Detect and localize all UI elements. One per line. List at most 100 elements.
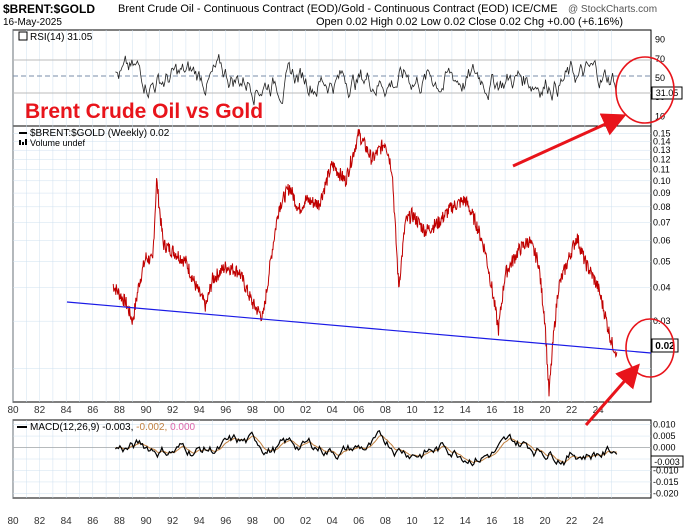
price-tick-label: 0.14 (653, 137, 671, 147)
x-tick-label: 12 (433, 405, 445, 416)
x-tick-label: 24 (593, 516, 605, 527)
rsi-tick-label: 90 (655, 35, 665, 45)
rsi-tick-label: 70 (655, 54, 665, 64)
price-tick-label: 0.04 (653, 283, 671, 293)
x-tick-label: 84 (61, 516, 73, 527)
macd-legend: MACD(12,26,9) -0.003, -0.002, 0.000 (17, 422, 196, 433)
macd-tick-label: -0.010 (653, 465, 679, 475)
rsi-legend: RSI(14) 31.05 (18, 31, 93, 43)
x-tick-label: 92 (167, 405, 179, 416)
x-tick-label: 04 (327, 405, 339, 416)
rsi-legend-text: RSI(14) 31.05 (30, 32, 93, 43)
macd-tick-label: 0.010 (653, 420, 676, 430)
price-legend-text: $BRENT:$GOLD (Weekly) 0.02 (30, 128, 170, 139)
price-series (112, 129, 618, 397)
price-tick-label: 0.05 (653, 257, 671, 267)
rsi-series (115, 54, 618, 106)
rsi-tick-label: 50 (655, 73, 665, 83)
ohlc-readout: Open 0.02 High 0.02 Low 0.02 Close 0.02 … (316, 16, 623, 28)
x-tick-label: 80 (7, 405, 19, 416)
price-tick-label: 0.09 (653, 188, 671, 198)
price-tick-label: 0.06 (653, 235, 671, 245)
symbol-title: $BRENT:$GOLD (3, 2, 96, 16)
arrow-to-price (584, 363, 640, 426)
macd-tick-label: 0.000 (653, 443, 676, 453)
x-tick-label: 00 (273, 405, 285, 416)
x-tick-label: 14 (460, 405, 472, 416)
x-axis-price: 80 82 84 86 88 90 92 94 96 98 00 02 04 06 08 10 12 14 16 18… (7, 405, 604, 416)
svg-text:0.02: 0.02 (655, 341, 675, 352)
x-tick-label: 82 (34, 405, 46, 416)
price-tick-label: 0.11 (653, 165, 670, 175)
x-tick-label: 90 (140, 516, 152, 527)
x-tick-label: 10 (406, 405, 418, 416)
x-tick-label: 06 (353, 405, 365, 416)
x-tick-label: 82 (34, 516, 46, 527)
arrow-to-rsi (512, 113, 627, 168)
x-tick-label: 18 (513, 405, 525, 416)
svg-text:-0.003: -0.003 (654, 457, 680, 467)
macd-tick-label: -0.020 (653, 488, 679, 498)
x-tick-label: 98 (247, 405, 259, 416)
instrument-description: Brent Crude Oil - Continuous Contract (E… (118, 3, 558, 15)
volume-legend-text: Volume undef (30, 138, 86, 148)
x-tick-label: 02 (300, 405, 312, 416)
chart-date: 16-May-2025 (3, 17, 62, 28)
x-tick-label: 94 (194, 405, 206, 416)
x-tick-label: 10 (406, 516, 418, 527)
price-legend: $BRENT:$GOLD (Weekly) 0.02 Volume undef (19, 128, 170, 148)
chart-header: $BRENT:$GOLD Brent Crude Oil - Continuou… (0, 0, 700, 34)
x-tick-label: 12 (433, 516, 445, 527)
price-tick-label: 0.10 (653, 176, 671, 186)
x-tick-label: 16 (486, 405, 498, 416)
rsi-last-badge: 31.05 (651, 86, 683, 100)
rsi-tick-label: 10 (655, 111, 665, 121)
x-tick-label: 14 (460, 516, 472, 527)
svg-text:31.05: 31.05 (656, 88, 679, 98)
x-tick-label: 94 (194, 516, 206, 527)
price-line (112, 129, 618, 397)
support-trendline (66, 301, 652, 354)
x-axis-macd: 80 82 84 86 88 90 92 94 96 98 00 02 04 06 08 10 12 14 16 18… (7, 516, 604, 527)
price-last-badge: 0.02 (651, 338, 679, 353)
x-tick-label: 96 (220, 405, 232, 416)
grid-lines (12, 30, 651, 498)
x-tick-label: 04 (327, 516, 339, 527)
macd-legend-signal: -0.002, (136, 422, 167, 433)
x-tick-label: 08 (380, 516, 392, 527)
macd-series (13, 430, 651, 467)
svg-text:MACD(12,26,9) -0.003, -0: MACD(12,26,9) -0.003, -0.002, 0.000 (30, 422, 196, 433)
macd-tick-label: -0.015 (653, 477, 679, 487)
x-tick-label: 20 (539, 516, 551, 527)
price-tick-label: 0.12 (653, 155, 671, 165)
x-tick-label: 22 (566, 405, 578, 416)
price-highlight-circle (625, 318, 675, 378)
rsi-line (115, 54, 618, 106)
price-tick-label: 0.07 (653, 217, 671, 227)
x-tick-label: 16 (486, 516, 498, 527)
macd-tick-label: 0.005 (653, 431, 676, 441)
price-tick-label: 0.03 (653, 316, 671, 326)
x-tick-label: 18 (513, 516, 525, 527)
x-tick-label: 88 (114, 516, 126, 527)
price-tick-label: 0.15 (653, 129, 671, 139)
macd-last-badge: -0.003 (650, 455, 684, 468)
stockcharts-brand[interactable]: @ StockCharts.com (568, 4, 658, 15)
x-tick-label: 90 (140, 405, 152, 416)
x-tick-label: 98 (247, 516, 259, 527)
x-tick-label: 96 (220, 516, 232, 527)
rsi-highlight-circle (615, 56, 675, 124)
x-tick-label: 88 (114, 405, 126, 416)
x-tick-label: 86 (87, 405, 99, 416)
price-tick-label: 0.08 (653, 202, 671, 212)
x-tick-label: 02 (300, 516, 312, 527)
x-tick-label: 20 (539, 405, 551, 416)
x-tick-label: 86 (87, 516, 99, 527)
rsi-axis: 9070503010 (655, 35, 665, 122)
x-tick-label: 08 (380, 405, 392, 416)
x-tick-label: 80 (7, 516, 19, 527)
macd-legend-hist: 0.000 (170, 422, 195, 433)
x-tick-label: 00 (273, 516, 285, 527)
x-tick-label: 22 (566, 516, 578, 527)
